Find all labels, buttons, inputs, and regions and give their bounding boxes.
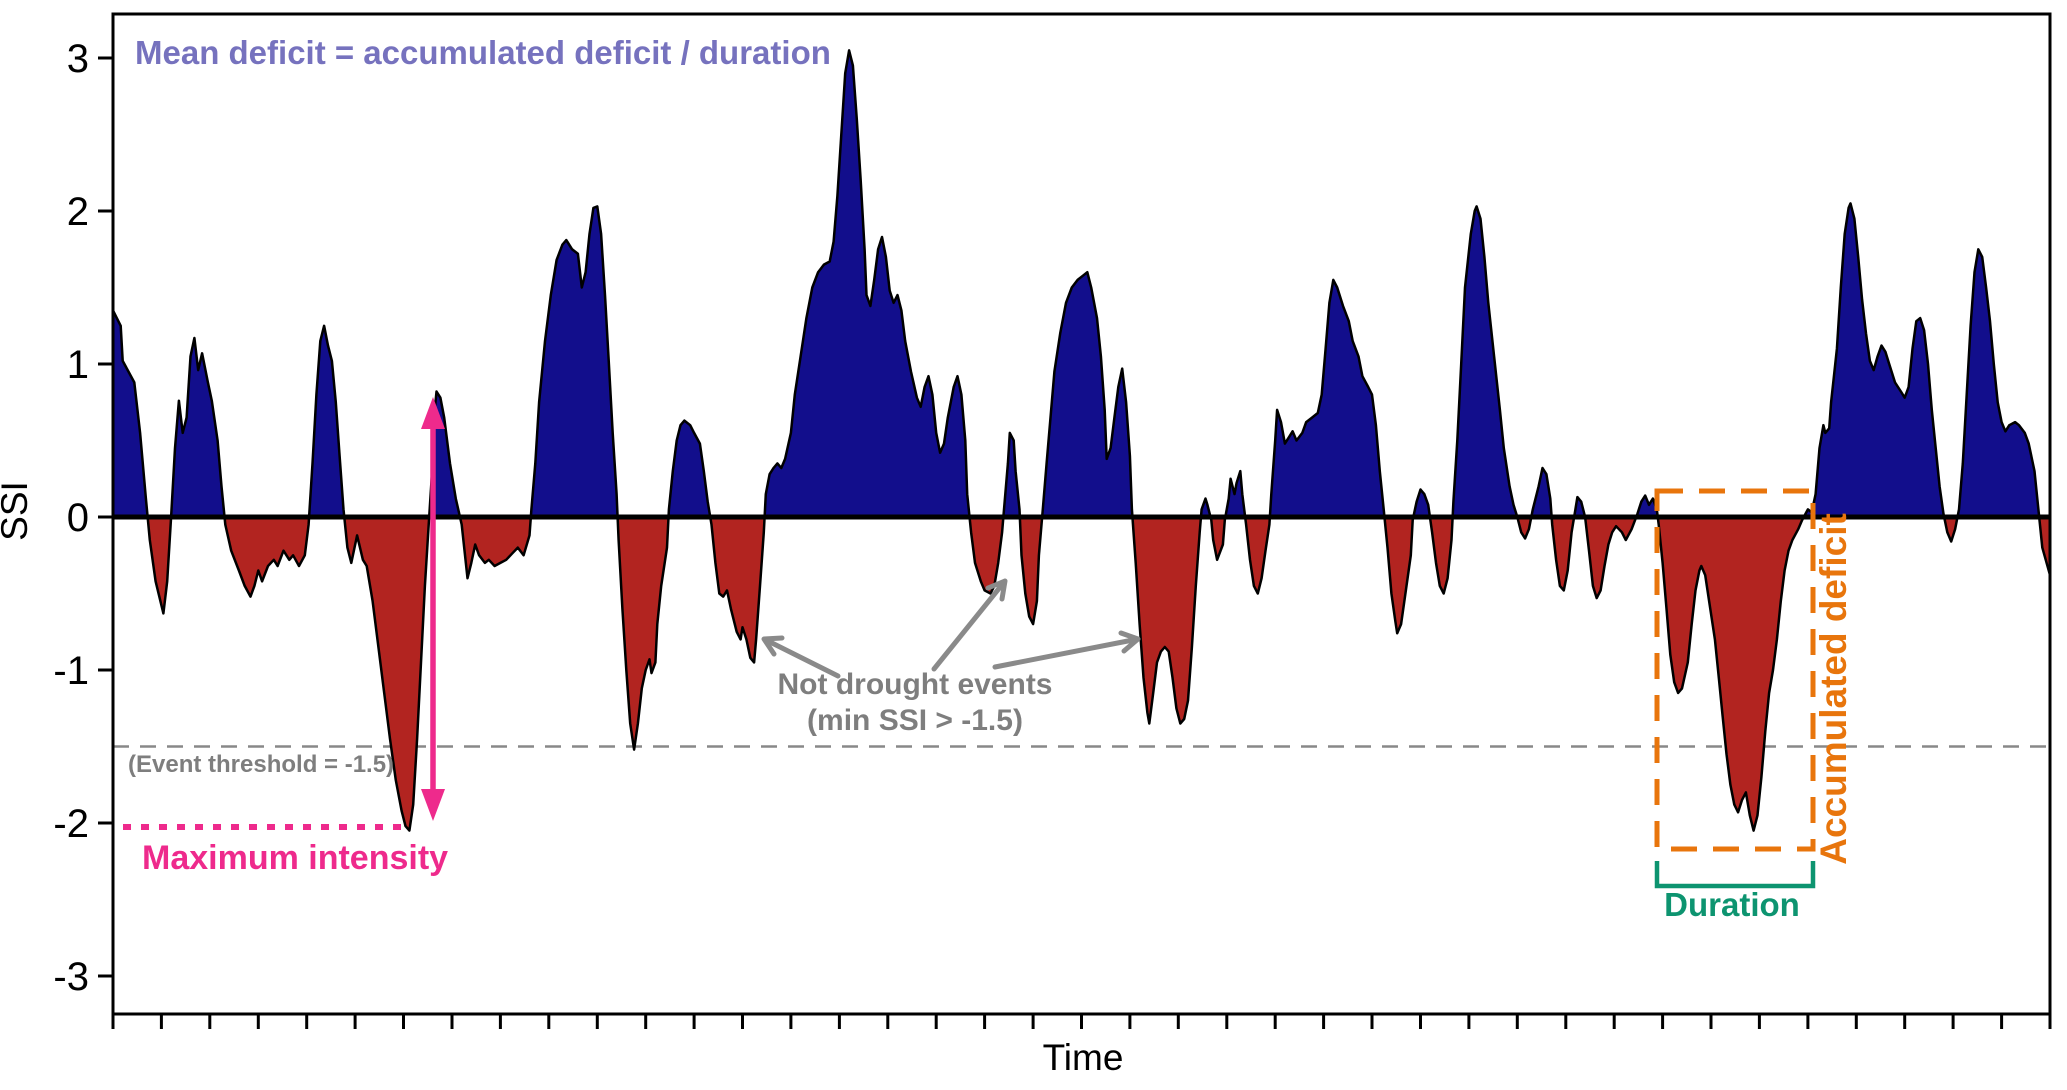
duration-bracket bbox=[1654, 861, 1816, 889]
y-tick-label: -2 bbox=[53, 802, 89, 846]
y-tick-label: -1 bbox=[53, 649, 89, 693]
duration-label: Duration bbox=[1664, 886, 1800, 923]
max-intensity-arrowhead-up bbox=[421, 397, 445, 429]
accumulated-deficit-box bbox=[1654, 488, 1816, 852]
not-drought-label-line1: Not drought events bbox=[778, 668, 1053, 701]
ssi-positive-area bbox=[113, 50, 2050, 517]
event-threshold-label: (Event threshold = -1.5) bbox=[128, 751, 394, 778]
max-intensity-label: Maximum intensity bbox=[142, 839, 448, 877]
max-intensity-arrowhead-down bbox=[421, 789, 445, 821]
x-axis-label: Time bbox=[1043, 1037, 1124, 1078]
axis-ticks: 3 2 1 0 -1 -2 -3 bbox=[53, 37, 2052, 1029]
ssi-series-area bbox=[111, 49, 2052, 832]
y-tick-label: 1 bbox=[67, 343, 89, 387]
not-drought-label-line2: (min SSI > -1.5) bbox=[807, 704, 1023, 737]
not-drought-arrow-left bbox=[761, 635, 841, 679]
y-tick-label: -3 bbox=[53, 955, 89, 999]
y-tick-label: 0 bbox=[67, 496, 89, 540]
accumulated-deficit-label: Accumulated deficit bbox=[1813, 513, 1854, 865]
ssi-curve-outline bbox=[111, 49, 2052, 832]
plot-frame bbox=[111, 12, 2052, 1016]
y-axis-label: SSI bbox=[0, 481, 35, 541]
y-tick-label: 2 bbox=[67, 190, 89, 234]
mean-deficit-formula: Mean deficit = accumulated deficit / dur… bbox=[135, 34, 831, 71]
not-drought-arrow-middle bbox=[931, 578, 1008, 672]
y-tick-label: 3 bbox=[67, 37, 89, 81]
not-drought-arrow-right bbox=[992, 630, 1141, 670]
